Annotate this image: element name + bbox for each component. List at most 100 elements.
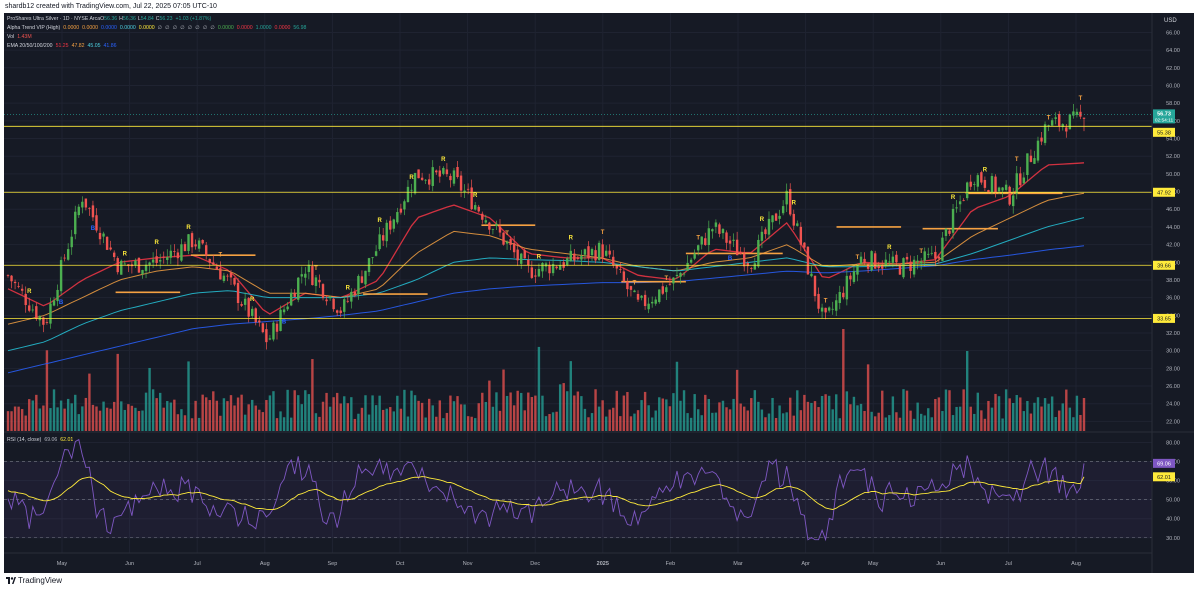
volume-bar [774, 417, 778, 431]
signal-marker: R [186, 225, 191, 231]
volume-bar [958, 406, 962, 431]
volume-bar [474, 418, 477, 431]
volume-bar [962, 389, 965, 431]
candle-body [640, 295, 643, 298]
candle-body [49, 303, 52, 324]
candle-body [608, 250, 611, 255]
signal-marker: R [473, 193, 478, 199]
volume-bar [831, 409, 834, 431]
volume-bar [325, 392, 328, 431]
tradingview-logo-icon [6, 577, 16, 584]
time-axis[interactable]: May Jun Jul Aug Sep Oct Nov Dec 2025 Feb Mar Apr May… [57, 561, 1081, 567]
candle-body [541, 263, 544, 272]
candle-body [1058, 114, 1061, 126]
volume-bar [548, 414, 551, 431]
volume-bar [682, 390, 686, 431]
candle-body [527, 259, 530, 266]
volume-bar [360, 407, 364, 431]
candle-body [187, 234, 190, 251]
volume-bar [873, 416, 877, 431]
price-scale[interactable] [1152, 13, 1194, 573]
volume-bar [930, 417, 934, 431]
candle-body [335, 310, 339, 313]
volume-bar [820, 395, 824, 431]
volume-bar [707, 399, 711, 431]
volume-bar [105, 407, 109, 431]
candle-body [827, 307, 831, 311]
legend-alpha-label: Alpha Trend VIP (High) [7, 25, 61, 31]
volume-bar [442, 418, 445, 431]
volume-bar [304, 390, 307, 431]
candle-body [721, 229, 725, 234]
chart-svg[interactable]: R B B R R R T R B T R R R R R T R R T T T T B R R T T R T R R T T T USD 2… [4, 13, 1194, 573]
alpha-value: ∅ [188, 25, 193, 31]
volume-bar [144, 392, 148, 431]
volume-bar [654, 410, 657, 431]
volume-bar [523, 410, 526, 431]
volume-bar [321, 401, 325, 431]
volume-bar [20, 409, 24, 431]
candle-body [774, 213, 778, 221]
volume-bar [1043, 398, 1047, 431]
candle-body [693, 253, 696, 259]
volume-bar [66, 398, 70, 431]
volume-bar [477, 403, 480, 431]
candle-body [590, 249, 594, 256]
candle-body [304, 273, 307, 278]
volume-bar [679, 400, 682, 431]
candle-body [66, 249, 70, 260]
signal-marker: R [123, 251, 128, 257]
candle-body [282, 309, 286, 313]
alpha-value: 0.0000 [218, 25, 234, 31]
candle-body [619, 269, 622, 270]
rsi-ma-line [7, 476, 1085, 511]
horizontal-levels[interactable] [4, 114, 1152, 319]
volume-bar [314, 413, 318, 431]
volume-bar [856, 405, 859, 431]
candle-body [941, 237, 944, 261]
volume-bar [1033, 402, 1036, 431]
candle-body [983, 179, 987, 188]
legend-ema: EMA 20/50/100/200 51.25 47.82 45.05 41.86 [7, 43, 117, 49]
signal-marker: R [377, 218, 382, 224]
candle-body [753, 263, 757, 270]
volume-bar [470, 416, 473, 431]
candle-body [463, 190, 466, 193]
candle-body [1075, 111, 1079, 115]
candle-body [580, 256, 583, 260]
candle-body [1001, 187, 1004, 191]
volume-bar [261, 412, 265, 431]
candle-body [251, 308, 254, 316]
signal-marker: R [154, 240, 159, 246]
volume-bar [612, 407, 615, 431]
price-tick-label: 28.00 [1166, 366, 1180, 372]
candle-body [31, 309, 34, 311]
candle-body [484, 220, 488, 223]
candle-body [958, 201, 962, 205]
candle-body [1029, 155, 1033, 162]
chart-area[interactable]: R B B R R R T R B T R R R R R T R R T T T T B R R T T R T R R T T T USD 2… [4, 13, 1194, 573]
candle-body [258, 320, 261, 323]
volume-bar [251, 399, 254, 431]
volume-bar [1068, 407, 1072, 431]
volume-bar [162, 407, 165, 431]
signal-marker: T [919, 249, 923, 255]
time-tick-label: Jul [1005, 561, 1012, 567]
signal-marker: T [314, 266, 318, 272]
candle-body [1008, 186, 1011, 205]
volume-bar [1050, 396, 1054, 431]
candle-body [307, 264, 311, 272]
candle-body [272, 322, 275, 340]
candle-body [711, 229, 714, 232]
volume-bar [509, 392, 512, 431]
alpha-value: 0.0000 [237, 25, 253, 31]
volume-bar [197, 417, 201, 431]
level-label: 47.92 [1157, 190, 1171, 196]
volume-bar [297, 395, 300, 431]
signal-marker: T [665, 276, 669, 282]
candle-body [583, 249, 587, 255]
candle-body [573, 253, 576, 261]
candle-body [357, 276, 360, 295]
volume-bar [629, 416, 633, 431]
candle-body [215, 266, 219, 270]
